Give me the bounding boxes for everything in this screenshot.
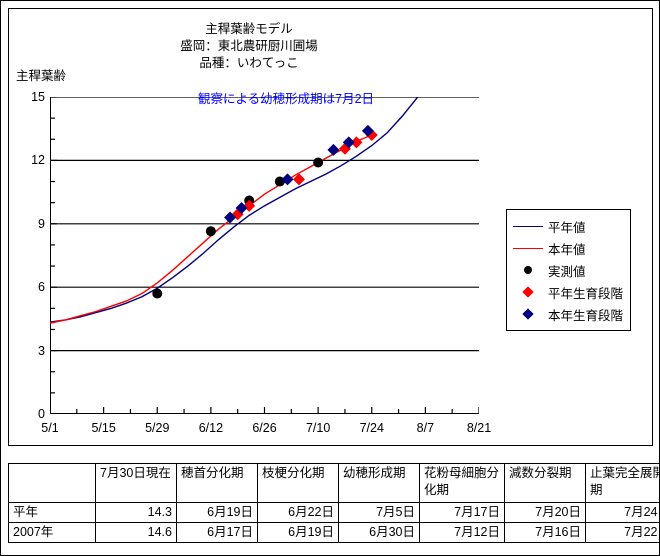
table-header-row: 7月30日現在 穂首分化期 枝梗分化期 幼穂形成期 花粉母細胞分化期 減数分裂期 止葉完全展… [8, 463, 660, 503]
y-tick-label: 6 [38, 280, 45, 295]
legend-item: 本年生育段階 [511, 303, 626, 325]
table-cell: 7月24日 [585, 502, 660, 523]
table-column-header: 7月30日現在 [95, 463, 177, 503]
diamond-red-icon [511, 283, 545, 301]
y-tick-label: 0 [38, 407, 45, 421]
table-cell: 6月19日 [257, 522, 339, 543]
table-column-header: 減数分裂期 [504, 463, 586, 503]
table-column-header: 止葉完全展開期 [585, 463, 660, 503]
chart-panel: 主稈葉齢モデル 盛岡：東北農研厨川圃場 品種：いわてっこ 主稈葉齢 15 12 9 6… [8, 8, 653, 446]
y-tick-label: 15 [31, 90, 45, 104]
table-cell: 14.6 [95, 522, 177, 543]
table-cell: 7月17日 [419, 502, 505, 523]
table-cell: 7月5日 [338, 502, 420, 523]
x-tick-label: 8/7 [416, 421, 435, 435]
chart-legend: 平年値本年値実測値平年生育段階 本年生育段階 [506, 209, 631, 331]
legend-item-label: 平年値 [548, 220, 586, 235]
table-cell: 7月16日 [504, 522, 586, 543]
legend-item-label: 本年値 [548, 242, 586, 257]
x-tick-label: 5/1 [41, 421, 59, 435]
table-column-header: 花粉母細胞分化期 [419, 463, 505, 503]
line-red-icon-glyph [513, 248, 543, 249]
diamond-navy-icon [511, 305, 545, 323]
y-axis-label: 主稈葉齢 [16, 69, 67, 83]
line-navy-icon [511, 217, 545, 235]
table-header: 7月30日現在 穂首分化期 枝梗分化期 幼穂形成期 花粉母細胞分化期 減数分裂期 止葉完全展… [8, 463, 660, 503]
table-column-header: 幼穂形成期 [338, 463, 420, 503]
table-corner-cell [8, 463, 96, 503]
plot-canvas [50, 97, 479, 414]
x-tick-label: 5/29 [145, 421, 170, 435]
legend-item: 実測値 [511, 259, 626, 281]
line-red-icon [511, 239, 545, 257]
chart-title: 主稈葉齢モデル 盛岡：東北農研厨川圃場 品種：いわてっこ [180, 22, 318, 70]
legend-item: 本年値 [511, 237, 626, 259]
table-cell: 14.3 [95, 502, 177, 523]
y-tick-label: 9 [38, 216, 45, 231]
legend-item-label: 実測値 [548, 264, 586, 279]
table-cell: 7月20日 [504, 502, 586, 523]
circle-black-icon-glyph [524, 266, 532, 274]
table-row-header: 2007年 [8, 522, 96, 543]
table-cell: 7月12日 [419, 522, 505, 543]
table-column-header: 枝梗分化期 [257, 463, 339, 503]
legend-item: 平年生育段階 [511, 281, 626, 303]
growth-stage-table: 7月30日現在 穂首分化期 枝梗分化期 幼穂形成期 花粉母細胞分化期 減数分裂期 止葉完全展… [8, 463, 660, 543]
x-tick-label: 7/10 [305, 421, 331, 435]
y-tick-label: 12 [31, 153, 45, 168]
x-tick-label: 6/26 [252, 421, 277, 435]
legend-item: 平年値 [511, 215, 626, 237]
table-cell: 6月19日 [176, 502, 258, 523]
x-tick-label: 8/21 [466, 421, 492, 435]
legend-item-label: 本年生育段階 [548, 308, 624, 323]
circle-black-icon [511, 261, 545, 279]
x-tick-label: 7/24 [359, 421, 384, 435]
diamond-navy-icon-glyph [522, 308, 534, 320]
table-cell: 6月30日 [338, 522, 420, 543]
table-column-header: 穂首分化期 [176, 463, 258, 503]
table-cell: 6月22日 [257, 502, 339, 523]
y-tick-label: 3 [38, 343, 45, 358]
x-tick-label: 6/12 [198, 421, 224, 435]
x-tick-label: 5/15 [91, 421, 116, 435]
growth-stage-table-wrap: 7月30日現在 穂首分化期 枝梗分化期 幼穂形成期 花粉母細胞分化期 減数分裂期 止葉完全展… [8, 463, 660, 543]
line-navy-icon-glyph [513, 226, 543, 227]
table-cell: 6月17日 [176, 522, 258, 543]
table-row-header: 平年 [8, 502, 96, 523]
diamond-red-icon-glyph [522, 286, 534, 298]
plot-area: 15 12 9 6 3 0 5/1 5/15 5/29 6/12 6/26 7/10 7/24 8/7 8… [31, 90, 491, 435]
legend-item-label: 平年生育段階 [548, 286, 624, 301]
table-cell: 7月22日 [585, 522, 660, 543]
table-body: 平年14.36月19日6月22日7月5日7月17日7月20日7月24日2007年… [8, 502, 660, 543]
chart-annotation: 観察による幼穂形成期は7月2日 [198, 92, 375, 106]
